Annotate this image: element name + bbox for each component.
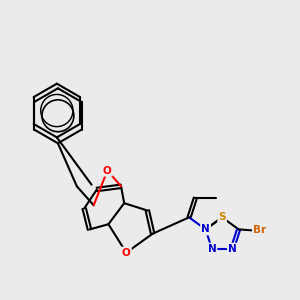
Text: Br: Br — [253, 225, 266, 235]
Text: N: N — [228, 244, 237, 254]
Text: O: O — [122, 248, 131, 258]
Text: S: S — [218, 212, 226, 222]
Text: N: N — [201, 224, 210, 234]
Text: N: N — [208, 244, 216, 254]
Text: O: O — [103, 166, 112, 176]
